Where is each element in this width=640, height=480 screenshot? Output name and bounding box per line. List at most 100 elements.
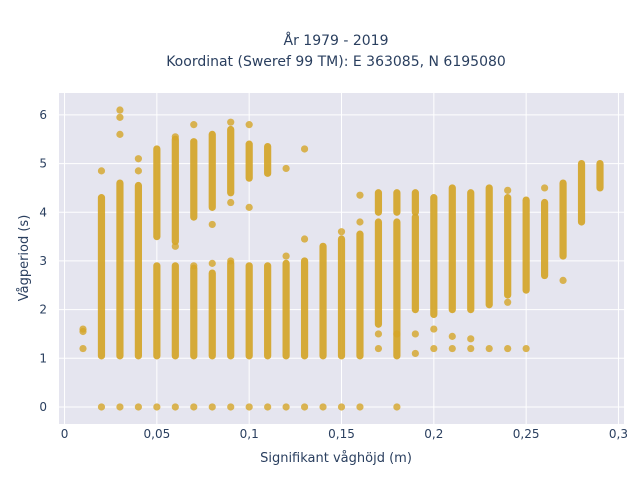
data-point bbox=[227, 198, 235, 207]
data-point-column bbox=[374, 218, 383, 328]
data-point-column bbox=[134, 181, 142, 360]
data-point bbox=[300, 403, 309, 411]
data-point bbox=[300, 145, 309, 153]
data-point-column bbox=[208, 269, 216, 360]
data-point-column bbox=[559, 179, 567, 260]
data-point bbox=[134, 403, 142, 411]
data-point-column bbox=[467, 189, 475, 314]
x-tick-label: 0,3 bbox=[609, 427, 628, 441]
data-point-column bbox=[337, 235, 346, 360]
data-point bbox=[116, 113, 124, 121]
data-point bbox=[448, 332, 456, 340]
data-point-column bbox=[190, 138, 198, 221]
data-point bbox=[208, 259, 216, 267]
data-point bbox=[430, 325, 438, 333]
data-point bbox=[227, 403, 235, 411]
x-tick-label: 0,15 bbox=[328, 427, 355, 441]
x-tick-label: 0,05 bbox=[144, 427, 171, 441]
data-point-column bbox=[153, 262, 161, 360]
data-point-column bbox=[319, 242, 327, 360]
data-point bbox=[467, 335, 475, 343]
tick-labels: 0 0,05 0,1 0,15 0,2 0,25 0,3 0 1 2 3 4 5 6 bbox=[39, 108, 628, 441]
y-tick-label: 2 bbox=[39, 303, 47, 317]
data-point-column bbox=[190, 264, 198, 360]
data-point bbox=[541, 184, 549, 192]
data-point bbox=[97, 167, 106, 175]
data-points bbox=[79, 106, 604, 411]
data-point bbox=[134, 167, 142, 175]
data-point-column bbox=[522, 196, 530, 294]
data-point bbox=[79, 344, 87, 353]
data-point bbox=[79, 325, 87, 333]
data-point bbox=[374, 330, 383, 338]
data-point bbox=[190, 262, 198, 270]
data-point bbox=[97, 403, 106, 411]
data-point-column bbox=[374, 189, 383, 216]
y-tick-label: 4 bbox=[39, 205, 47, 219]
data-point-column bbox=[430, 194, 438, 319]
data-point bbox=[208, 220, 216, 229]
x-axis-label: Signifikant våghöjd (m) bbox=[260, 451, 412, 466]
x-tick-label: 0,1 bbox=[240, 427, 259, 441]
data-point bbox=[485, 344, 493, 353]
data-point bbox=[227, 118, 235, 126]
data-point-column bbox=[411, 213, 419, 314]
chart-title-line1: År 1979 - 2019 bbox=[284, 32, 389, 49]
data-point-column bbox=[356, 230, 364, 360]
data-point bbox=[245, 203, 253, 211]
data-point bbox=[190, 121, 198, 129]
data-point-column bbox=[485, 184, 493, 309]
data-point bbox=[116, 130, 124, 138]
data-point-column bbox=[245, 262, 253, 360]
data-point bbox=[356, 191, 364, 199]
data-point bbox=[227, 257, 235, 265]
data-point bbox=[559, 276, 567, 285]
data-point bbox=[245, 121, 253, 129]
data-point-column bbox=[300, 257, 309, 360]
data-point bbox=[356, 218, 364, 226]
data-point bbox=[504, 298, 512, 306]
x-tick-label: 0,25 bbox=[513, 427, 540, 441]
data-point-column bbox=[541, 198, 549, 280]
data-point bbox=[374, 344, 383, 353]
data-point bbox=[171, 403, 179, 411]
data-point bbox=[300, 235, 309, 243]
x-tick-label: 0 bbox=[61, 427, 69, 441]
chart-title-line2: Koordinat (Sweref 99 TM): E 363085, N 61… bbox=[166, 54, 506, 70]
data-point-column bbox=[504, 194, 512, 299]
data-point bbox=[411, 330, 419, 338]
data-point-column bbox=[245, 140, 253, 182]
data-point-column bbox=[208, 130, 216, 211]
data-point-column bbox=[577, 159, 586, 226]
data-point-column bbox=[282, 259, 290, 360]
data-point-column bbox=[411, 189, 419, 216]
data-point bbox=[522, 344, 530, 353]
data-point bbox=[504, 344, 512, 353]
data-point-column bbox=[171, 135, 179, 246]
data-point bbox=[208, 403, 216, 411]
data-point bbox=[264, 403, 272, 411]
data-point-column bbox=[264, 262, 272, 360]
y-tick-label: 1 bbox=[39, 351, 47, 365]
data-point-column bbox=[227, 259, 235, 360]
data-point bbox=[190, 403, 198, 411]
data-point bbox=[430, 344, 438, 353]
data-point bbox=[282, 164, 290, 173]
data-point bbox=[171, 242, 179, 250]
data-point bbox=[504, 186, 512, 194]
data-point bbox=[356, 403, 364, 411]
data-point bbox=[282, 403, 290, 411]
data-point bbox=[134, 155, 142, 163]
y-axis-label: Vågperiod (s) bbox=[17, 215, 32, 302]
data-point bbox=[116, 106, 124, 114]
data-point-column bbox=[393, 189, 401, 216]
data-point-column bbox=[227, 125, 235, 197]
data-point bbox=[171, 133, 179, 141]
data-point-column bbox=[97, 194, 106, 360]
data-point bbox=[467, 344, 475, 353]
data-point bbox=[337, 228, 346, 236]
data-point-column bbox=[264, 142, 272, 177]
data-point bbox=[411, 349, 419, 358]
